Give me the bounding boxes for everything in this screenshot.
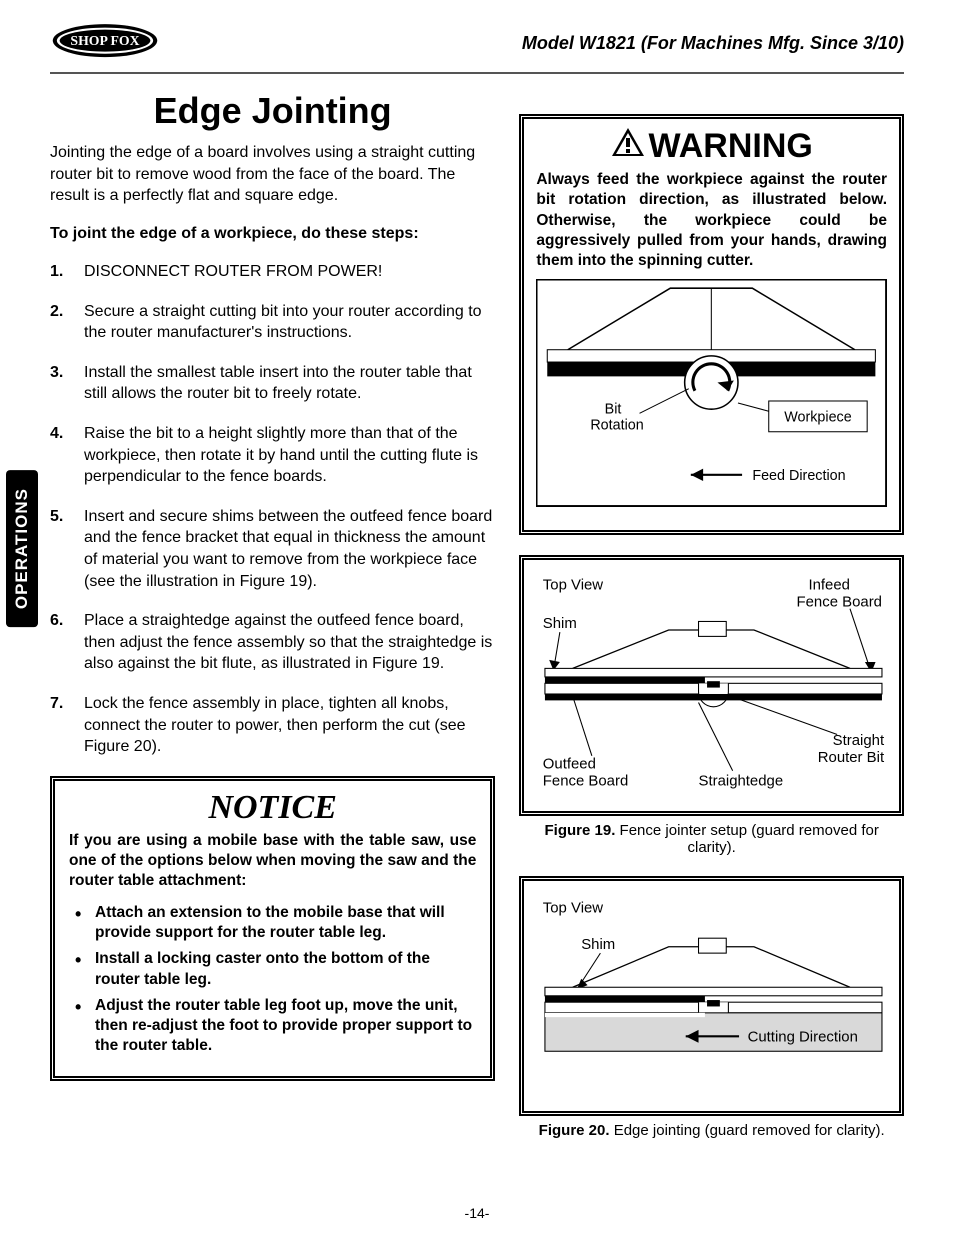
step-item: Insert and secure shims between the outf… <box>50 506 495 592</box>
intro-paragraph: Jointing the edge of a board involves us… <box>50 142 495 207</box>
notice-bullet: Adjust the router table leg foot up, mov… <box>95 996 476 1056</box>
fig19-caption-rest: Fence jointer setup (guard removed for c… <box>615 822 878 856</box>
notice-title: NOTICE <box>69 789 476 827</box>
warning-title-text: WARNING <box>649 127 813 166</box>
step-item: Raise the bit to a height slightly more … <box>50 423 495 488</box>
section-tab: OPERATIONS <box>6 470 38 627</box>
figure-19-box: Top View Infeed Fence Board Shim <box>519 555 904 817</box>
label-cutting-direction: Cutting Direction <box>748 1029 858 1046</box>
step-item: DISCONNECT ROUTER FROM POWER! <box>50 261 495 283</box>
notice-bullets: Attach an extension to the mobile base t… <box>69 903 476 1056</box>
label-outfeed2: Fence Board <box>543 772 628 789</box>
warning-title: WARNING <box>536 127 887 166</box>
warning-diagram: BitRotation Workpiece Feed Direction <box>536 279 887 507</box>
step-text: Lock the fence assembly in place, tighte… <box>84 695 466 755</box>
fig20-caption-rest: Edge jointing (guard removed for clarity… <box>610 1122 885 1139</box>
left-column: Edge Jointing Jointing the edge of a boa… <box>50 84 495 1143</box>
fig20-caption-bold: Figure 20. <box>539 1122 610 1139</box>
label-straightedge: Straightedge <box>699 772 784 789</box>
steps-list: DISCONNECT ROUTER FROM POWER! Secure a s… <box>50 261 495 758</box>
page-title: Edge Jointing <box>50 90 495 132</box>
step-text: Insert and secure shims between the outf… <box>84 508 492 590</box>
figure-20-box: Top View Shim <box>519 876 904 1116</box>
label-shim-20: Shim <box>582 936 616 953</box>
fig19-caption-bold: Figure 19. <box>545 822 616 839</box>
label-infeed2: Fence Board <box>797 593 882 610</box>
label-top-view-20: Top View <box>543 900 604 917</box>
label-infeed1: Infeed <box>809 576 850 593</box>
step-item: Secure a straight cutting bit into your … <box>50 301 495 344</box>
warning-box: WARNING Always feed the workpiece agains… <box>519 114 904 534</box>
step-item: Lock the fence assembly in place, tighte… <box>50 693 495 758</box>
notice-text: If you are using a mobile base with the … <box>69 831 476 891</box>
logo-text: SHOP FOX <box>70 33 139 48</box>
page-header: SHOP FOX Model W1821 (For Machines Mfg. … <box>50 20 904 74</box>
label-feed-direction: Feed Direction <box>753 468 846 484</box>
figure-19-diagram: Top View Infeed Fence Board Shim <box>530 566 893 801</box>
figure-20-diagram: Top View Shim <box>530 887 893 1100</box>
label-shim: Shim <box>543 614 577 631</box>
figure-20-caption: Figure 20. Edge jointing (guard removed … <box>519 1122 904 1139</box>
figure-19-caption: Figure 19. Fence jointer setup (guard re… <box>519 822 904 856</box>
notice-bullet: Install a locking caster onto the bottom… <box>95 949 476 989</box>
steps-lead: To joint the edge of a workpiece, do the… <box>50 225 495 243</box>
step-item: Install the smallest table insert into t… <box>50 362 495 405</box>
right-column: WARNING Always feed the workpiece agains… <box>519 84 904 1143</box>
warning-icon <box>611 127 645 166</box>
label-outfeed1: Outfeed <box>543 755 596 772</box>
brand-logo: SHOP FOX <box>50 20 160 66</box>
label-routerbit2: Router Bit <box>818 749 885 766</box>
page-number: -14- <box>0 1205 954 1221</box>
notice-box: NOTICE If you are using a mobile base wi… <box>50 776 495 1081</box>
label-top-view: Top View <box>543 576 604 593</box>
step-item: Place a straightedge against the outfeed… <box>50 610 495 675</box>
label-routerbit1: Straight <box>833 732 885 749</box>
warning-text: Always feed the workpiece against the ro… <box>536 170 887 271</box>
model-line: Model W1821 (For Machines Mfg. Since 3/1… <box>522 33 904 54</box>
step-text: Place a straightedge against the outfeed… <box>84 612 492 672</box>
label-workpiece: Workpiece <box>785 409 853 425</box>
notice-bullet: Attach an extension to the mobile base t… <box>95 903 476 943</box>
